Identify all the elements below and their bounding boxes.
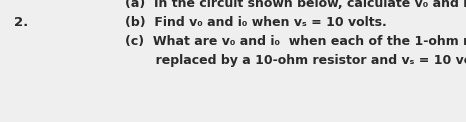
Text: (a)  In the circuit shown below, calculate v₀ and i₀ when vₛ = 1 vol: (a) In the circuit shown below, calculat… xyxy=(125,0,466,10)
Text: (c)  What are v₀ and i₀  when each of the 1-ohm resistor  is: (c) What are v₀ and i₀ when each of the … xyxy=(125,35,466,48)
Text: 2.: 2. xyxy=(14,16,28,29)
Text: replaced by a 10-ohm resistor and vₛ = 10 volts.: replaced by a 10-ohm resistor and vₛ = 1… xyxy=(125,54,466,67)
Text: (b)  Find v₀ and i₀ when vₛ = 10 volts.: (b) Find v₀ and i₀ when vₛ = 10 volts. xyxy=(125,16,387,29)
